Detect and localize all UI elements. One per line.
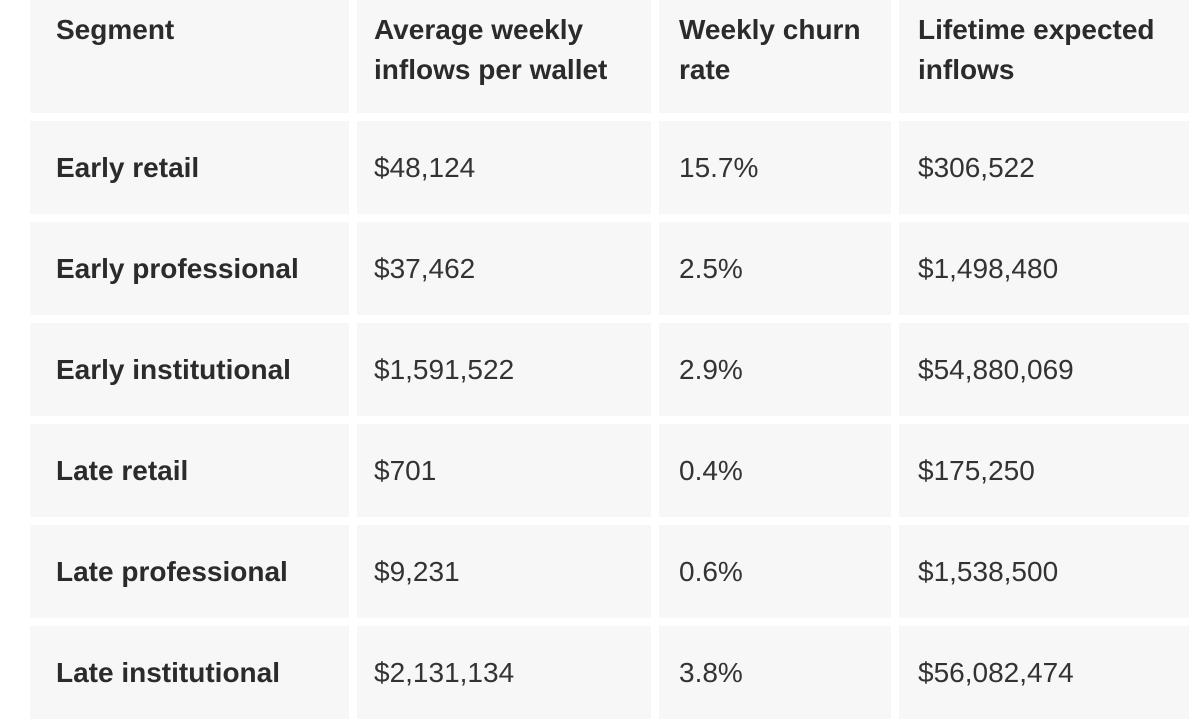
- segment-cell: Early institutional: [30, 323, 349, 416]
- lifetime-expected-inflows-cell: $1,498,480: [899, 222, 1189, 315]
- weekly-churn-rate-cell: 3.8%: [659, 626, 891, 719]
- weekly-churn-rate-cell: 0.4%: [659, 424, 891, 517]
- avg-weekly-inflows-cell: $37,462: [357, 222, 651, 315]
- segment-cell: Early retail: [30, 121, 349, 214]
- lifetime-expected-inflows-cell: $1,538,500: [899, 525, 1189, 618]
- column-header-segment: Segment: [30, 0, 349, 113]
- column-header-avg-weekly-inflows: Average weekly inflows per wallet: [357, 0, 651, 113]
- weekly-churn-rate-cell: 2.5%: [659, 222, 891, 315]
- weekly-churn-rate-cell: 0.6%: [659, 525, 891, 618]
- segment-cell: Early professional: [30, 222, 349, 315]
- lifetime-expected-inflows-cell: $56,082,474: [899, 626, 1189, 719]
- lifetime-expected-inflows-cell: $54,880,069: [899, 323, 1189, 416]
- lifetime-expected-inflows-cell: $175,250: [899, 424, 1189, 517]
- avg-weekly-inflows-cell: $701: [357, 424, 651, 517]
- avg-weekly-inflows-cell: $2,131,134: [357, 626, 651, 719]
- segment-cell: Late retail: [30, 424, 349, 517]
- lifetime-expected-inflows-cell: $306,522: [899, 121, 1189, 214]
- column-header-weekly-churn-rate: Weekly churn rate: [659, 0, 891, 113]
- segment-cell: Late professional: [30, 525, 349, 618]
- column-header-lifetime-expected-inflows: Lifetime expected inflows: [899, 0, 1189, 113]
- avg-weekly-inflows-cell: $1,591,522: [357, 323, 651, 416]
- segments-table: Segment Average weekly inflows per walle…: [30, 0, 1189, 719]
- weekly-churn-rate-cell: 15.7%: [659, 121, 891, 214]
- weekly-churn-rate-cell: 2.9%: [659, 323, 891, 416]
- avg-weekly-inflows-cell: $9,231: [357, 525, 651, 618]
- avg-weekly-inflows-cell: $48,124: [357, 121, 651, 214]
- segment-cell: Late institutional: [30, 626, 349, 719]
